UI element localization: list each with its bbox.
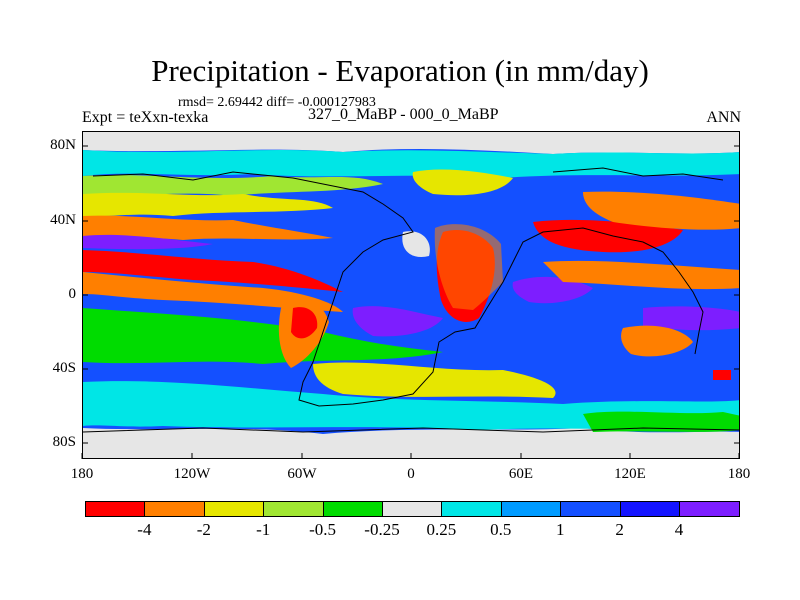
experiment-label: Expt = teXxn-texka: [82, 109, 209, 126]
legend-color-box: [442, 502, 502, 516]
legend-color-box: [501, 502, 562, 516]
africa-grey-zero: [402, 231, 430, 257]
legend-color-box: [382, 502, 443, 516]
legend-color-box: [679, 502, 740, 516]
legend-label: -2: [196, 520, 211, 539]
legend-color-box: [86, 502, 146, 516]
lon-tick-60w: 60W: [287, 466, 317, 482]
paleo-coastline: [83, 167, 739, 433]
season-label: ANN: [706, 109, 741, 126]
plot-title: Precipitation - Evaporation (in mm/day): [151, 53, 649, 88]
australia-orange: [621, 325, 693, 357]
map-panel: [82, 131, 740, 459]
legend-color-box: [620, 502, 680, 516]
legend-label: 0.25: [426, 520, 457, 539]
antarctic-zero-band: [83, 428, 739, 458]
north-cyan-band: [83, 150, 739, 178]
legend-color-box: [145, 502, 205, 516]
legend-color-box: [561, 502, 621, 516]
lat-tick-40n: 40N: [50, 212, 76, 228]
tropical-orange-band: [83, 272, 343, 312]
legend-label: -4: [137, 520, 152, 539]
east-purple-zone: [643, 306, 739, 331]
legend-color-box: [204, 502, 265, 516]
lat-tick-40s: 40S: [52, 360, 76, 376]
lon-tick-120e: 120E: [614, 466, 646, 482]
legend-label: 1: [555, 520, 565, 539]
asia-yellow-band: [543, 260, 739, 290]
south-green-band: [83, 308, 443, 364]
south-green-patch: [583, 411, 739, 432]
tropical-red-band: [83, 250, 343, 292]
subtropical-orange-band: [83, 215, 333, 240]
legend-label: -0.5: [309, 520, 337, 539]
continent-orange-rim: [434, 224, 503, 310]
indian-purple-zone: [512, 276, 593, 304]
legend-color-box: [323, 502, 383, 516]
legend-label: 2: [615, 520, 624, 539]
time-period-label: 327_0_MaBP - 000_0_MaBP: [308, 106, 499, 123]
lon-tick-180w: 180: [70, 466, 94, 482]
color-legend-bar: [85, 501, 741, 517]
legend-label: 0.5: [490, 520, 512, 539]
south-cyan-band: [83, 381, 739, 430]
north-yellow-band: [83, 192, 333, 217]
lon-tick-60e: 60E: [508, 466, 534, 482]
legend-label: -1: [256, 520, 271, 539]
legend-color-box: [264, 502, 324, 516]
lat-tick-0: 0: [68, 286, 77, 302]
australia-red-spot: [713, 370, 731, 380]
rmsd-diff-stats: rmsd= 2.69442 diff= -0.000127983: [178, 95, 376, 110]
asia-orange-band: [583, 191, 739, 230]
north-green-band: [83, 175, 383, 196]
atlantic-purple-zone: [352, 306, 443, 337]
lat-tick-80s: 80S: [52, 434, 76, 450]
lat-tick-80n: 80N: [50, 137, 76, 153]
north-land-yellow: [412, 169, 513, 196]
asia-red-band: [533, 219, 683, 253]
legend-label: 4: [674, 520, 684, 539]
pacific-purple-zone: [83, 234, 213, 250]
lon-tick-120w: 120W: [173, 466, 211, 482]
legend-label: -0.25: [364, 520, 400, 539]
lon-tick-0: 0: [407, 466, 415, 482]
americas-red: [291, 307, 318, 339]
south-yellow-band: [313, 362, 556, 398]
arctic-zero-band: [83, 132, 739, 154]
map-field-svg: [83, 132, 739, 458]
lon-tick-180e: 180: [727, 466, 751, 482]
